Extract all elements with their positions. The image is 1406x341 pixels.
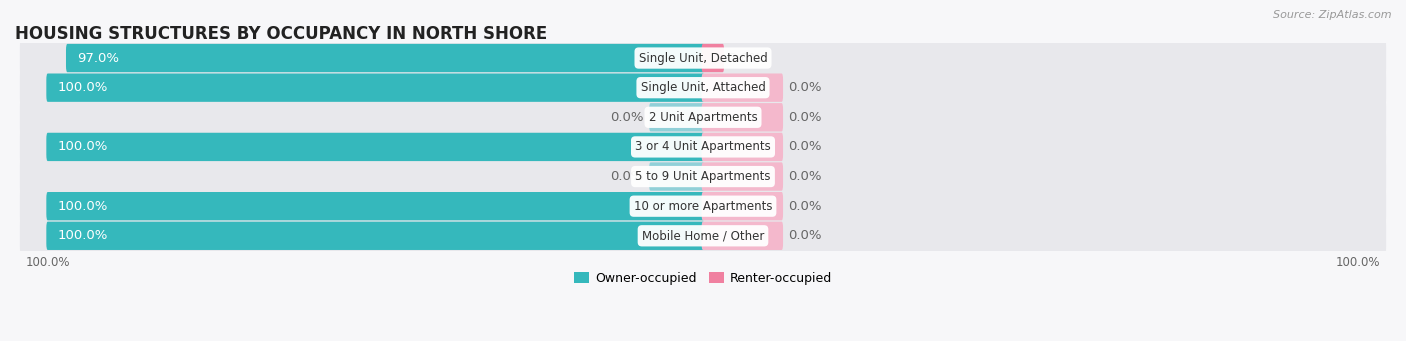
FancyBboxPatch shape (20, 69, 1386, 106)
Text: 0.0%: 0.0% (789, 81, 821, 94)
FancyBboxPatch shape (20, 40, 1386, 76)
FancyBboxPatch shape (702, 162, 783, 191)
FancyBboxPatch shape (702, 133, 783, 161)
Text: Single Unit, Detached: Single Unit, Detached (638, 51, 768, 64)
Text: 3 or 4 Unit Apartments: 3 or 4 Unit Apartments (636, 140, 770, 153)
FancyBboxPatch shape (702, 74, 783, 102)
FancyBboxPatch shape (650, 103, 704, 132)
FancyBboxPatch shape (66, 44, 704, 72)
Text: 100.0%: 100.0% (58, 200, 108, 213)
Text: HOUSING STRUCTURES BY OCCUPANCY IN NORTH SHORE: HOUSING STRUCTURES BY OCCUPANCY IN NORTH… (15, 25, 547, 43)
FancyBboxPatch shape (20, 99, 1386, 136)
FancyBboxPatch shape (46, 222, 704, 250)
FancyBboxPatch shape (20, 129, 1386, 165)
FancyBboxPatch shape (20, 188, 1386, 224)
FancyBboxPatch shape (46, 133, 704, 161)
FancyBboxPatch shape (46, 192, 704, 220)
FancyBboxPatch shape (650, 162, 704, 191)
Text: 0.0%: 0.0% (789, 229, 821, 242)
FancyBboxPatch shape (702, 222, 783, 250)
Text: 97.0%: 97.0% (77, 51, 120, 64)
Text: 100.0%: 100.0% (58, 81, 108, 94)
Text: 0.0%: 0.0% (789, 111, 821, 124)
Text: 0.0%: 0.0% (789, 140, 821, 153)
FancyBboxPatch shape (20, 218, 1386, 254)
Text: 3.0%: 3.0% (730, 51, 763, 64)
Text: Source: ZipAtlas.com: Source: ZipAtlas.com (1274, 10, 1392, 20)
FancyBboxPatch shape (702, 192, 783, 220)
Text: Mobile Home / Other: Mobile Home / Other (641, 229, 765, 242)
Text: 5 to 9 Unit Apartments: 5 to 9 Unit Apartments (636, 170, 770, 183)
Text: 100.0%: 100.0% (58, 140, 108, 153)
Text: 100.0%: 100.0% (58, 229, 108, 242)
FancyBboxPatch shape (20, 158, 1386, 195)
Text: 0.0%: 0.0% (610, 170, 644, 183)
Legend: Owner-occupied, Renter-occupied: Owner-occupied, Renter-occupied (568, 267, 838, 290)
Text: 2 Unit Apartments: 2 Unit Apartments (648, 111, 758, 124)
Text: 0.0%: 0.0% (789, 200, 821, 213)
Text: 10 or more Apartments: 10 or more Apartments (634, 200, 772, 213)
FancyBboxPatch shape (702, 103, 783, 132)
Text: 0.0%: 0.0% (789, 170, 821, 183)
Text: 0.0%: 0.0% (610, 111, 644, 124)
FancyBboxPatch shape (46, 74, 704, 102)
FancyBboxPatch shape (702, 44, 724, 72)
Text: Single Unit, Attached: Single Unit, Attached (641, 81, 765, 94)
